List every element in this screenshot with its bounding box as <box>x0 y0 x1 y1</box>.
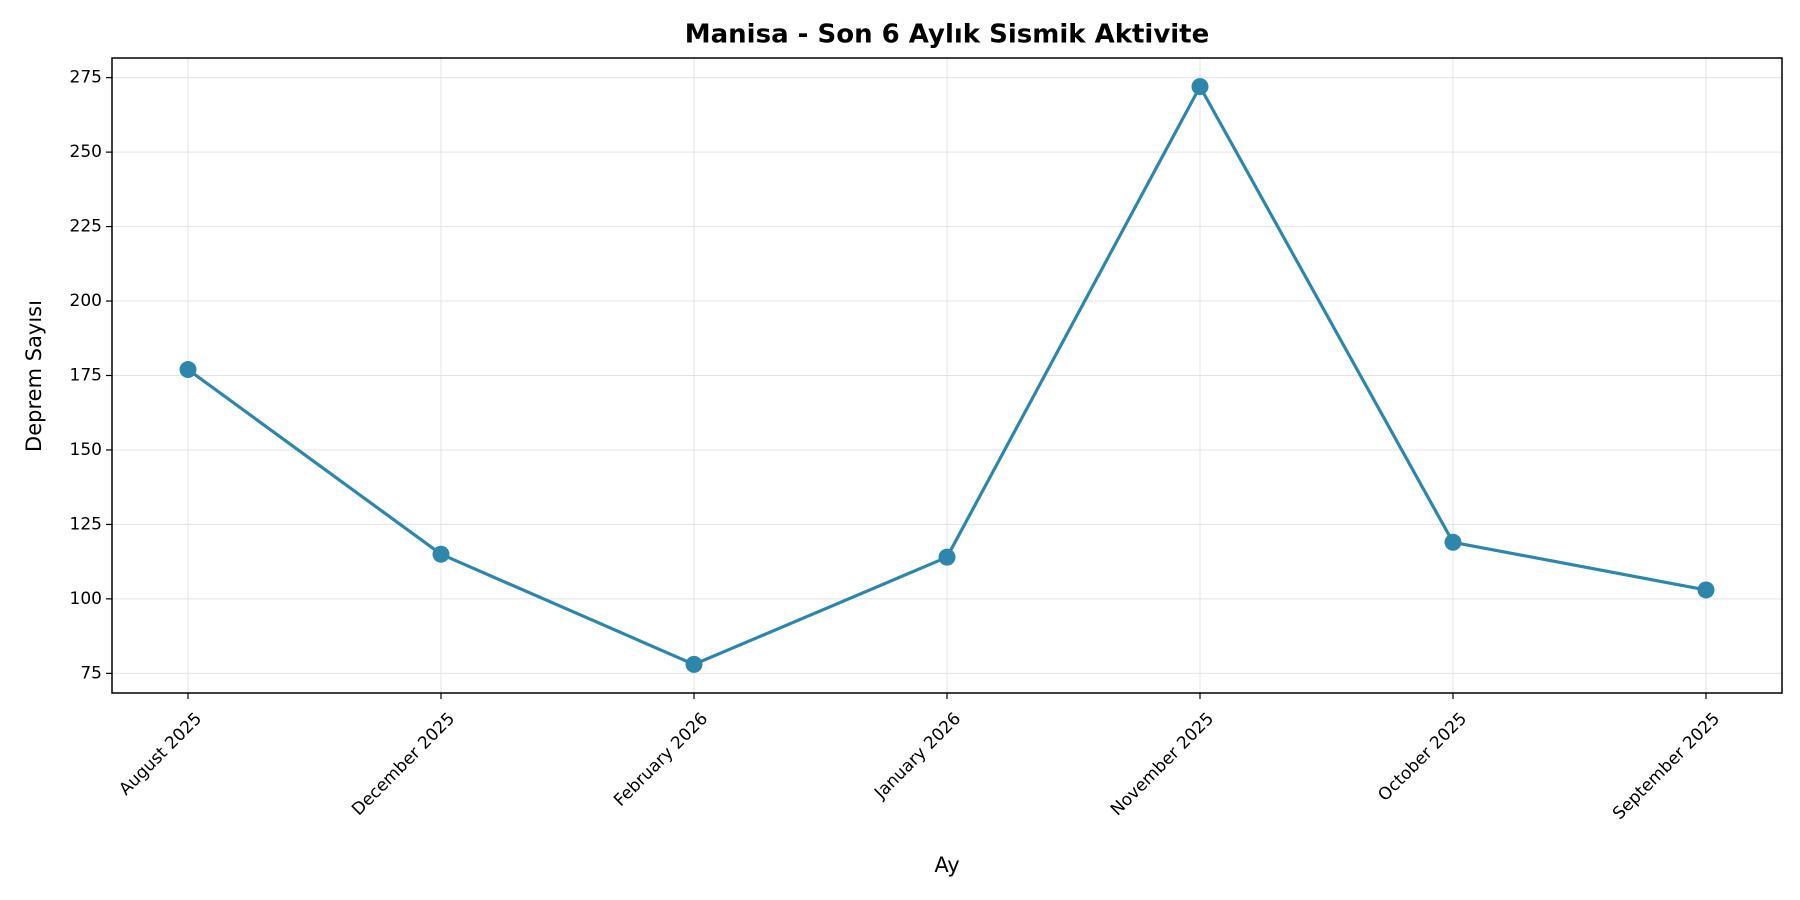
y-tick-label: 200 <box>70 291 102 311</box>
data-point <box>1697 581 1715 599</box>
y-tick-label: 150 <box>70 440 102 460</box>
x-tick-label: February 2026 <box>610 709 712 811</box>
plot <box>179 78 1715 673</box>
data-point <box>938 548 956 566</box>
x-tick-label: November 2025 <box>1107 709 1218 820</box>
data-point <box>432 545 450 563</box>
y-tick-label: 225 <box>70 217 102 237</box>
y-tick-label: 275 <box>70 68 102 88</box>
x-tick-label: October 2025 <box>1374 709 1471 806</box>
x-tick-label: December 2025 <box>348 709 459 820</box>
x-axis-label: Ay <box>934 853 959 877</box>
y-tick-label: 75 <box>80 663 102 683</box>
y-tick-label: 125 <box>70 514 102 534</box>
data-point <box>1444 533 1462 551</box>
data-point <box>179 361 197 379</box>
y-axis-label: Deprem Sayısı <box>22 300 46 452</box>
y-tick-label: 100 <box>70 589 102 609</box>
data-point <box>1191 78 1209 96</box>
grid <box>112 58 1782 693</box>
y-tick-label: 250 <box>70 142 102 162</box>
x-tick-label: September 2025 <box>1609 709 1724 824</box>
y-tick-label: 175 <box>70 366 102 386</box>
chart-title: Manisa - Son 6 Aylık Sismik Aktivite <box>685 20 1210 50</box>
x-tick-label: January 2026 <box>870 709 965 804</box>
data-point <box>685 655 703 673</box>
x-tick-label: August 2025 <box>115 709 206 800</box>
